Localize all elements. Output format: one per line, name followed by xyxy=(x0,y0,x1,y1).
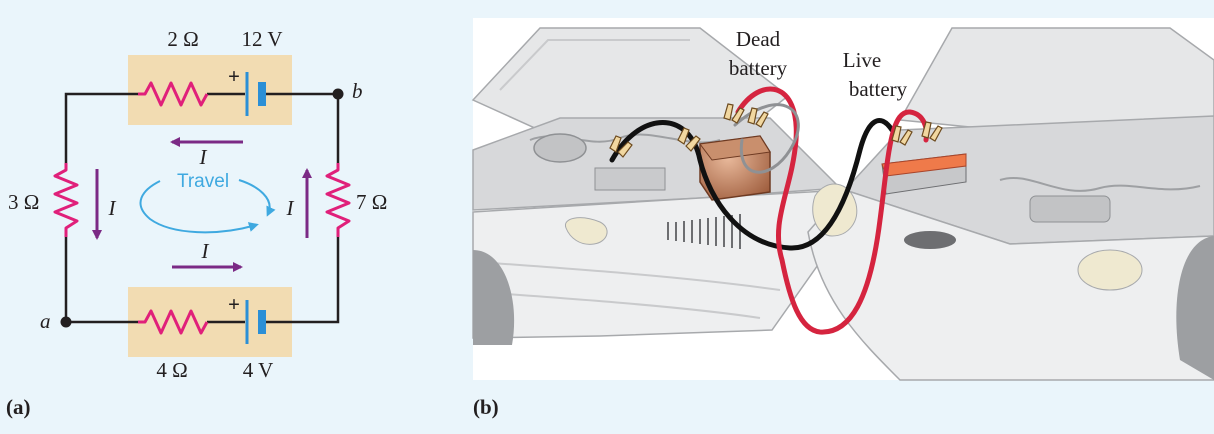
live-battery-label-line1: Live xyxy=(843,48,881,72)
travel-arc-right xyxy=(238,179,276,217)
top-emf-label: 12 V xyxy=(241,27,282,51)
top-battery xyxy=(245,72,270,116)
right-resistor-label: 7 Ω xyxy=(356,190,387,214)
right-resistor xyxy=(325,163,351,237)
bottom-resistor-label: 4 Ω xyxy=(156,358,187,382)
cable-clamps xyxy=(609,103,943,158)
panel-a-caption: (a) xyxy=(6,395,31,419)
left-resistor xyxy=(53,163,79,237)
dead-car xyxy=(471,27,847,345)
top-plus-sign: + xyxy=(228,64,240,88)
panel-b-caption: (b) xyxy=(473,395,499,419)
node-b-dot xyxy=(332,88,344,100)
dead-battery-label-line2: battery xyxy=(729,56,788,80)
travel-arc-left xyxy=(139,180,259,234)
top-resistor xyxy=(138,81,209,107)
live-battery-label-line2: battery xyxy=(849,77,908,101)
top-resistor-label: 2 Ω xyxy=(167,27,198,51)
bottom-plus-sign: + xyxy=(228,292,240,316)
current-label-bottom: I xyxy=(201,239,210,263)
node-a-label: a xyxy=(40,309,51,333)
current-label-right: I xyxy=(286,196,295,220)
dead-battery-label-line1: Dead xyxy=(736,27,781,51)
bottom-emf-label: 4 V xyxy=(243,358,274,382)
jump-start-illustration: Dead battery Live battery xyxy=(471,18,1214,381)
node-b-label: b xyxy=(352,79,363,103)
bottom-battery xyxy=(245,300,270,344)
left-resistor-label: 3 Ω xyxy=(8,190,39,214)
circuit-panel: + + 2 Ω 12 V b a 3 Ω 7 Ω 4 Ω 4 V I I I I… xyxy=(6,27,387,419)
node-a-dot xyxy=(60,316,72,328)
current-label-left: I xyxy=(108,196,117,220)
travel-label: Travel xyxy=(177,171,229,192)
live-car xyxy=(807,27,1214,381)
bottom-resistor xyxy=(138,309,209,335)
current-label-top: I xyxy=(199,145,208,169)
jumper-cables xyxy=(609,86,929,335)
